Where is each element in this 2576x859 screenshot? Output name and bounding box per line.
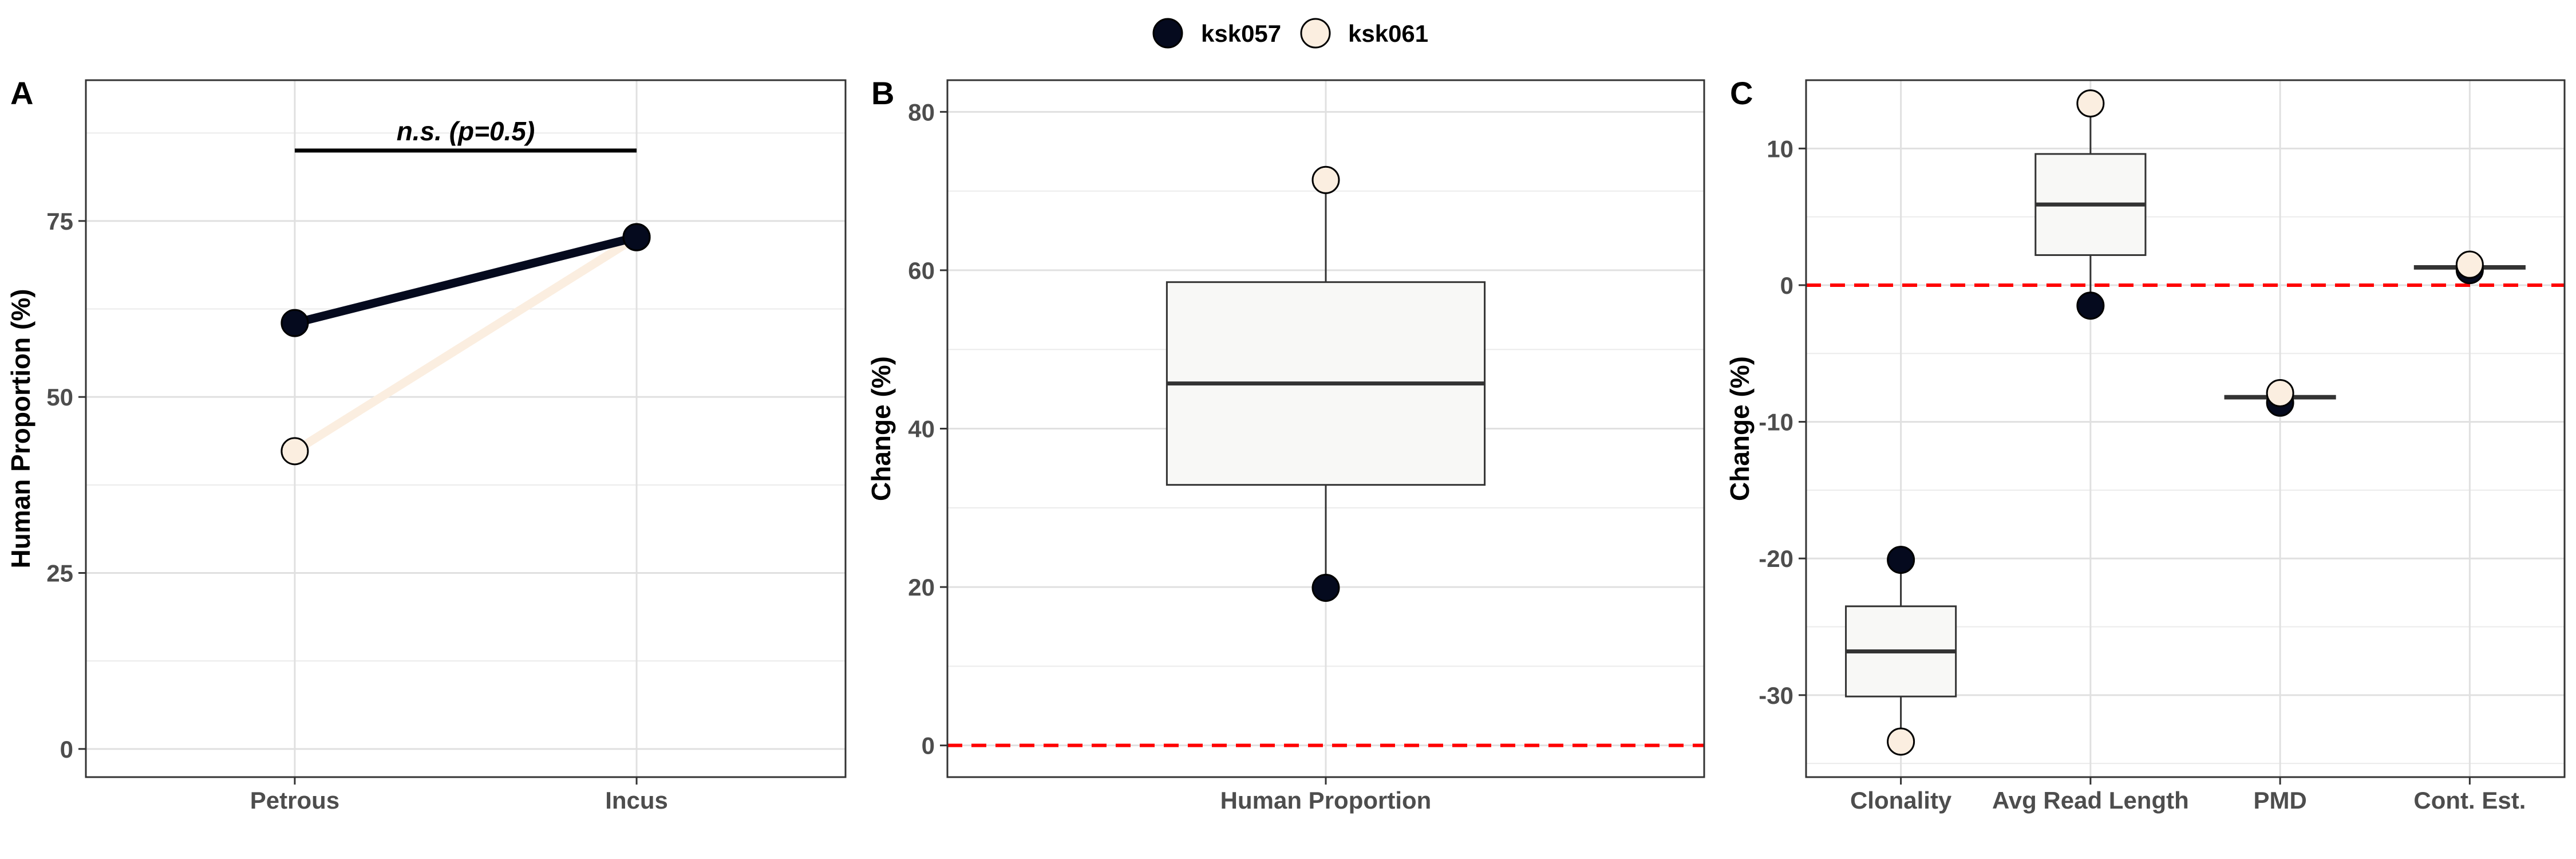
y-axis-title: Human Proportion (%) xyxy=(6,289,35,568)
legend: ksk057 ksk061 xyxy=(1152,18,1428,49)
y-tick-label: -10 xyxy=(1759,409,1793,436)
x-tick-label: Clonality xyxy=(1850,787,1952,814)
y-tick-label: 20 xyxy=(908,574,935,601)
panel-letter: B xyxy=(871,75,894,111)
x-tick-label: Human Proportion xyxy=(1220,787,1432,814)
point-ksk061-Petrous xyxy=(280,437,309,466)
x-tick-label: Avg Read Length xyxy=(1992,787,2189,814)
x-tick-label: Petrous xyxy=(250,787,339,814)
y-tick-label: 0 xyxy=(922,732,935,759)
y-axis-title: Change (%) xyxy=(1725,356,1755,501)
point-ksk057-Petrous xyxy=(280,309,309,337)
point-ksk061-Clonality xyxy=(1887,727,1915,756)
significance-label: n.s. (p=0.5) xyxy=(397,116,535,146)
panel-c: -30 -20 -10 0 10 Clonality Avg Read Length PMD C… xyxy=(1725,75,2566,814)
point-ksk057-Incus xyxy=(622,223,651,251)
x-tick-label: PMD xyxy=(2253,787,2306,814)
panel-border xyxy=(1805,79,2566,778)
point-ksk061-Avg Read Length xyxy=(2076,89,2105,118)
point-ksk061-Cont. Est. xyxy=(2455,250,2484,279)
y-tick-label: 40 xyxy=(908,416,935,443)
x-tick-label: Cont. Est. xyxy=(2413,787,2526,814)
point-ksk057-Human Proportion xyxy=(1311,573,1340,602)
panel-border xyxy=(85,79,847,778)
panel-a: n.s. (p=0.5) 0 25 50 75 Petrous Incus Human Pro… xyxy=(6,75,847,814)
legend-marker-ksk057 xyxy=(1152,18,1183,49)
y-tick-label: 60 xyxy=(908,257,935,284)
y-tick-label: 10 xyxy=(1767,135,1793,162)
panel-b: 0 20 40 60 80 Human Proportion Change (%) B xyxy=(866,75,1705,814)
series-line-ksk057 xyxy=(290,233,641,328)
point-ksk057-Avg Read Length xyxy=(2076,291,2105,320)
panel-letter: A xyxy=(10,75,33,111)
legend-marker-ksk061 xyxy=(1300,18,1331,49)
y-tick-label: 0 xyxy=(1780,272,1793,299)
x-tick-label: Incus xyxy=(605,787,668,814)
panel-letter: C xyxy=(1730,75,1753,111)
y-axis-title: Change (%) xyxy=(866,356,896,501)
point-ksk061-Human Proportion xyxy=(1311,166,1340,194)
y-tick-label: 25 xyxy=(46,560,73,587)
y-tick-label: 50 xyxy=(46,384,73,411)
y-tick-label: -30 xyxy=(1759,682,1793,709)
point-ksk057-Clonality xyxy=(1887,546,1915,574)
y-tick-label: 75 xyxy=(46,208,73,235)
legend-label-ksk057: ksk057 xyxy=(1201,20,1281,47)
series-line-ksk061 xyxy=(290,233,641,456)
point-ksk061-PMD xyxy=(2266,379,2294,407)
y-tick-label: 80 xyxy=(908,98,935,125)
legend-label-ksk061: ksk061 xyxy=(1348,20,1428,47)
y-tick-label: 0 xyxy=(60,736,73,763)
y-tick-label: -20 xyxy=(1759,545,1793,572)
